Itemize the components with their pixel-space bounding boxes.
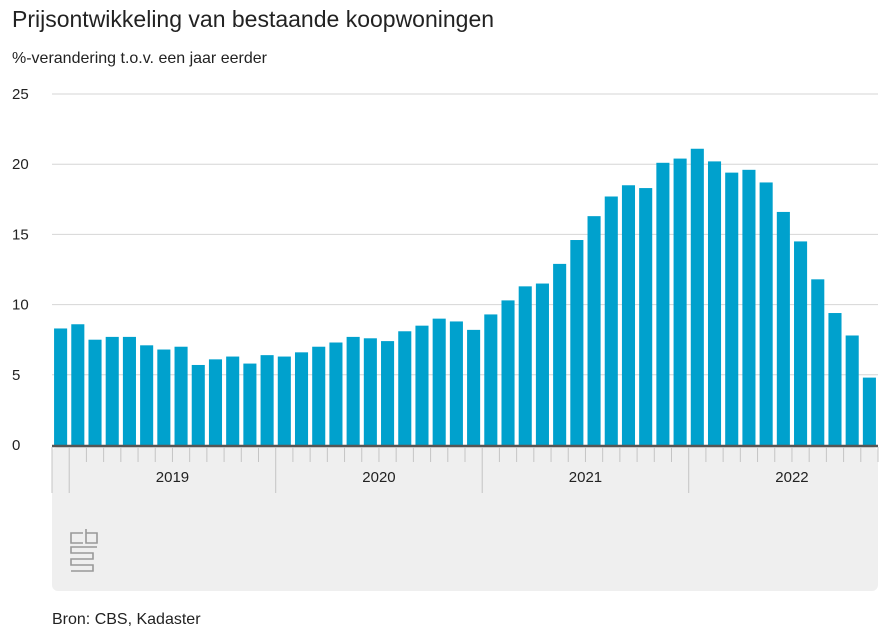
bar-2019-11 xyxy=(243,363,257,445)
bar-2021-08 xyxy=(604,196,618,445)
bar-2020-04 xyxy=(329,342,343,445)
bar-2021-12 xyxy=(673,158,687,446)
bar-2022-06 xyxy=(776,211,790,445)
bar-2021-10 xyxy=(639,188,653,445)
bar-2022-08 xyxy=(811,279,825,445)
bar-chart: 0 5 10 15 20 25 2019 2020 2021 2022 xyxy=(12,86,879,591)
x-year-label: 2019 xyxy=(156,469,189,486)
bar-2019-07 xyxy=(174,346,188,445)
bar-2019-05 xyxy=(140,345,154,445)
bar-2021-05 xyxy=(553,263,567,445)
bar-2021-01 xyxy=(484,314,498,445)
bar-2021-11 xyxy=(656,162,670,445)
bar-2021-07 xyxy=(587,216,601,445)
bar-2020-10 xyxy=(432,318,446,445)
source-note: Bron: CBS, Kadaster xyxy=(52,611,201,628)
bar-2022-09 xyxy=(828,313,842,445)
cbs-logo xyxy=(70,529,98,572)
bar-2020-11 xyxy=(449,321,463,445)
x-axis-panel xyxy=(52,447,878,591)
bar-2020-08 xyxy=(398,331,412,445)
bar-2019-02 xyxy=(88,339,102,445)
bar-2019-06 xyxy=(157,349,171,445)
bar-2019-04 xyxy=(122,336,136,445)
bar-2019-08 xyxy=(191,364,205,445)
bar-2020-01 xyxy=(277,356,291,445)
bar-2020-03 xyxy=(312,346,326,445)
y-tick-label: 15 xyxy=(12,226,29,243)
bar-2018-12 xyxy=(54,328,68,445)
chart-title: Prijsontwikkeling van bestaande koopwoni… xyxy=(12,6,495,32)
bar-2021-04 xyxy=(535,283,549,445)
x-year-label: 2021 xyxy=(569,469,602,486)
bar-2021-09 xyxy=(621,185,636,445)
bar-2020-02 xyxy=(294,352,309,445)
bar-2019-01 xyxy=(71,324,85,445)
bar-2022-03 xyxy=(725,172,739,445)
y-tick-label: 5 xyxy=(12,367,20,384)
bar-2020-09 xyxy=(415,325,429,445)
y-tick-label: 20 xyxy=(12,156,29,173)
bar-2022-07 xyxy=(794,241,808,445)
bar-2020-05 xyxy=(346,336,360,445)
bar-2021-02 xyxy=(501,300,515,445)
bar-2020-06 xyxy=(363,338,377,445)
bar-2021-03 xyxy=(518,286,532,445)
bar-2019-12 xyxy=(260,355,274,445)
bar-2020-07 xyxy=(381,341,395,445)
bar-2022-11 xyxy=(862,377,876,445)
bar-2022-04 xyxy=(742,169,756,446)
bar-2022-10 xyxy=(845,335,859,445)
y-tick-label: 0 xyxy=(12,437,20,454)
x-year-label: 2020 xyxy=(362,469,395,486)
bar-2022-02 xyxy=(707,161,722,445)
bar-2020-12 xyxy=(467,329,481,445)
y-tick-label: 10 xyxy=(12,297,29,314)
bar-2019-10 xyxy=(226,356,240,445)
bar-2019-03 xyxy=(105,336,119,445)
x-year-label: 2022 xyxy=(775,469,808,486)
bar-2022-05 xyxy=(759,182,773,445)
bar-2022-01 xyxy=(690,148,704,446)
bar-2019-09 xyxy=(208,359,223,445)
y-axis-label: %-verandering t.o.v. een jaar eerder xyxy=(12,50,267,67)
bar-2021-06 xyxy=(570,240,584,445)
y-tick-label: 25 xyxy=(12,86,29,103)
